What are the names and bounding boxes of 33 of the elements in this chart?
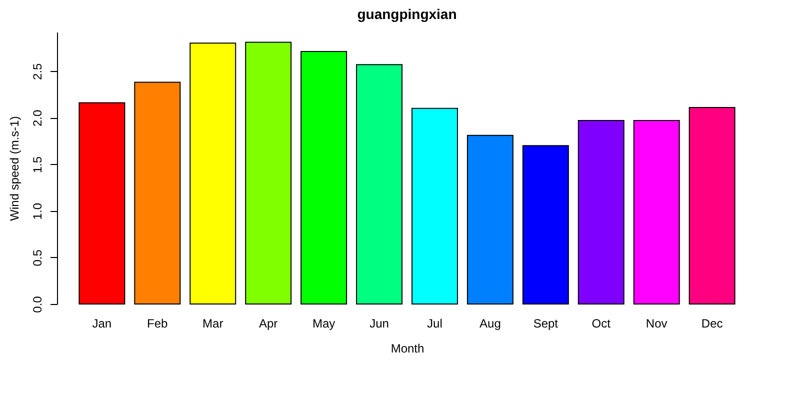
x-tick-label: Nov bbox=[646, 316, 668, 330]
bar bbox=[688, 106, 736, 304]
bar bbox=[522, 145, 569, 304]
y-tick-label: 0.5 bbox=[30, 249, 44, 266]
bar bbox=[134, 82, 181, 304]
x-tick-label: Jun bbox=[370, 316, 389, 330]
x-tick-label: Oct bbox=[592, 316, 612, 330]
y-tick-label: 1.0 bbox=[30, 202, 44, 220]
x-tick-label: Sept bbox=[533, 316, 559, 330]
bar bbox=[578, 120, 624, 304]
bar bbox=[190, 42, 236, 304]
y-tick-label: 2.5 bbox=[30, 62, 44, 80]
x-tick-label: Jul bbox=[427, 316, 442, 330]
y-axis-title: Wind speed (m.s-1) bbox=[8, 116, 22, 221]
bar bbox=[633, 120, 680, 304]
x-tick-label: Aug bbox=[480, 316, 501, 330]
bar bbox=[78, 102, 126, 304]
bar bbox=[411, 108, 458, 304]
x-tick-label: Mar bbox=[202, 316, 224, 330]
bar bbox=[356, 64, 403, 304]
x-axis-title: Month bbox=[390, 342, 424, 356]
x-tick-label: Jan bbox=[92, 316, 112, 330]
x-tick-label: Feb bbox=[147, 316, 168, 330]
y-tick-label: 2.0 bbox=[30, 110, 44, 127]
bar bbox=[466, 134, 514, 304]
y-tick-label: 1.5 bbox=[30, 156, 44, 174]
x-tick-label: Apr bbox=[258, 316, 278, 330]
chart-title: guangpingxian bbox=[357, 6, 457, 22]
bar bbox=[300, 51, 348, 304]
bar bbox=[245, 42, 292, 304]
y-tick-label: 0.0 bbox=[30, 296, 44, 313]
x-tick-label: Dec bbox=[701, 316, 723, 330]
x-tick-label: May bbox=[312, 316, 336, 330]
